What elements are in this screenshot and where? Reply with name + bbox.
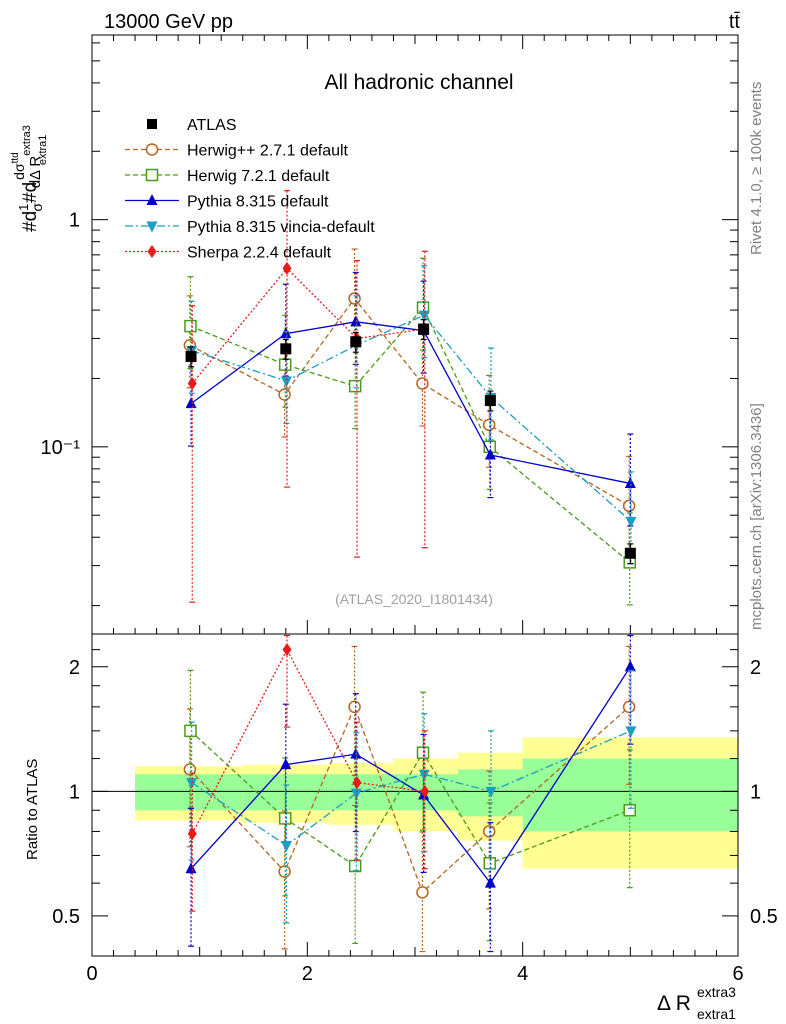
- ratio-tick-label: 0.5: [52, 906, 80, 928]
- mcplots-label: mcplots.cern.ch [arXiv:1306.3436]: [748, 403, 765, 630]
- data-point: [484, 394, 496, 406]
- ratio-series-marker: [484, 876, 496, 888]
- chart-title: All hadronic channel: [324, 71, 513, 94]
- ratio-tick-label: 2: [69, 657, 80, 679]
- series-marker: [622, 499, 636, 513]
- legend-marker: [146, 221, 158, 233]
- svg-text:Δ R: Δ R: [657, 992, 691, 1015]
- ratio-series-marker: [348, 700, 361, 714]
- series-marker: [484, 448, 496, 460]
- ratio-tick-label-right: 1: [750, 781, 761, 803]
- x-axis-title: Δ R extra3 extra1: [657, 984, 736, 1022]
- series-marker: [282, 261, 292, 275]
- analysis-watermark: (ATLAS_2020_I1801434): [335, 591, 493, 607]
- data-point: [624, 547, 636, 559]
- ratio-series-marker: [485, 786, 497, 798]
- x-tick-label: 4: [517, 963, 528, 985]
- series-line: [190, 321, 631, 485]
- x-tick-label: 0: [86, 963, 97, 985]
- ratio-series-marker: [623, 804, 636, 817]
- series-marker: [280, 376, 292, 388]
- ratio-series-marker: [280, 758, 292, 770]
- series-marker: [348, 292, 361, 305]
- ratio-series-marker: [625, 726, 637, 738]
- ratio-series-marker: [184, 724, 197, 738]
- ratio-tick-label: 1: [69, 781, 80, 803]
- ratio-plot-panel: 0 2 4 6 2 2 1 1 0.5 0.5: [52, 633, 778, 985]
- ratio-series-marker: [420, 784, 430, 798]
- ratio-series-marker: [624, 660, 636, 672]
- series-marker: [187, 377, 197, 391]
- ratio-series-line: [190, 666, 631, 885]
- series-marker: [625, 516, 637, 528]
- ratio-series-marker: [622, 700, 636, 714]
- ratio-series-marker: [348, 859, 362, 873]
- ratio-series-line: [191, 730, 632, 847]
- legend-label-data: ATLAS: [187, 117, 237, 134]
- process-label: tt̄: [729, 11, 741, 33]
- ratio-series-marker: [186, 778, 198, 790]
- x-tick-label: 2: [302, 963, 313, 985]
- ratio-series-marker: [282, 643, 292, 657]
- svg-text:extra3: extra3: [697, 984, 736, 1000]
- legend-label: Sherpa 2.2.4 default: [187, 245, 332, 262]
- legend-marker: [147, 245, 157, 258]
- ratio-series-marker: [278, 812, 292, 825]
- energy-label: 13000 GeV pp: [104, 11, 233, 33]
- ratio-series-line: [189, 705, 630, 894]
- series-marker: [482, 418, 496, 432]
- ratio-band-stat: [328, 774, 394, 811]
- ratio-series-marker: [187, 827, 197, 841]
- rivet-label: Rivet 4.1.0, ≥ 100k events: [748, 82, 765, 255]
- ratio-tick-label-right: 0.5: [750, 906, 778, 928]
- data-point: [350, 336, 362, 348]
- series-marker: [278, 388, 291, 401]
- y-tick-label: 1: [69, 210, 80, 232]
- legend: ATLAS Herwig++ 2.7.1 default Herwig 7.2.1 …: [125, 117, 375, 262]
- ratio-y-axis-title: Ratio to ATLAS: [24, 759, 41, 860]
- ratio-series-line: [190, 730, 630, 867]
- y-tick-label: 10⁻¹: [41, 437, 81, 459]
- legend-label: Herwig 7.2.1 default: [187, 168, 330, 185]
- ratio-series-marker: [416, 886, 429, 899]
- series-marker: [348, 379, 362, 393]
- x-tick-label: 6: [732, 963, 743, 985]
- series-marker: [416, 377, 429, 390]
- ratio-series-marker: [416, 746, 430, 759]
- ratio-series-marker: [185, 862, 197, 874]
- series-marker: [624, 476, 636, 488]
- main-plot-panel: 1 10⁻¹: [41, 34, 739, 635]
- data-point: [185, 350, 197, 362]
- svg-text:extra1: extra1: [697, 1006, 736, 1022]
- series-line: [191, 314, 632, 522]
- legend-marker: [145, 143, 159, 156]
- ratio-series-marker: [352, 776, 362, 790]
- ratio-tick-label-right: 2: [750, 657, 761, 679]
- data-point: [418, 323, 430, 335]
- legend-label: Pythia 8.315 default: [187, 194, 329, 211]
- legend-label: Herwig++ 2.7.1 default: [187, 143, 349, 160]
- legend-marker-data: [147, 119, 157, 129]
- legend-marker: [145, 168, 159, 182]
- series-marker: [185, 397, 197, 409]
- data-point: [280, 343, 292, 355]
- series-line: [190, 306, 631, 563]
- main-y-axis-title: #d1σ#ddσttd dΔ Rextra3 extra1: [10, 125, 49, 232]
- ratio-series-marker: [280, 840, 292, 852]
- series-line: [189, 297, 630, 507]
- series-marker: [184, 319, 197, 333]
- legend-label: Pythia 8.315 vincia-default: [187, 219, 375, 236]
- legend-marker: [146, 194, 158, 205]
